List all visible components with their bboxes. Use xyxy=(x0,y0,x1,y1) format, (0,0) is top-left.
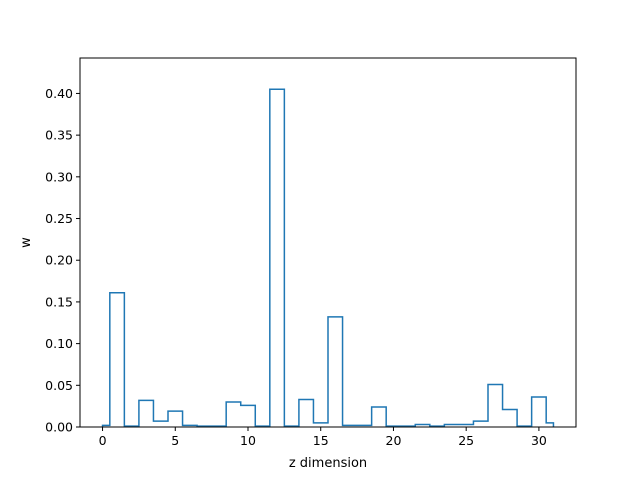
y-tick-label: 0.25 xyxy=(45,211,73,226)
axes-frame xyxy=(79,57,577,428)
x-tick-label: 15 xyxy=(313,433,329,448)
y-tick-label: 0.05 xyxy=(45,378,73,393)
x-tick-label: 5 xyxy=(171,433,179,448)
y-tick-label: 0.30 xyxy=(45,169,73,184)
x-tick-label: 25 xyxy=(458,433,474,448)
series-step-line xyxy=(101,88,555,427)
y-tick-label: 0.40 xyxy=(45,86,73,101)
y-axis-label: w xyxy=(19,237,34,248)
x-tick-label: 20 xyxy=(386,433,402,448)
x-tick-label: 30 xyxy=(531,433,547,448)
x-tick-label: 10 xyxy=(240,433,256,448)
x-tick-label: 0 xyxy=(99,433,107,448)
plot-area xyxy=(101,88,555,427)
x-axis-label: z dimension xyxy=(289,456,367,471)
y-tick-label: 0.15 xyxy=(45,294,73,309)
y-axis: 0.00 0.05 0.10 0.15 0.20 0.25 0.30 0.35 0.40 xyxy=(45,86,80,435)
y-tick-label: 0.35 xyxy=(45,128,73,143)
y-tick-label: 0.00 xyxy=(45,420,73,435)
x-axis: 0 5 10 15 20 25 30 xyxy=(99,427,547,448)
y-tick-label: 0.10 xyxy=(45,336,73,351)
y-tick-label: 0.20 xyxy=(45,253,73,268)
